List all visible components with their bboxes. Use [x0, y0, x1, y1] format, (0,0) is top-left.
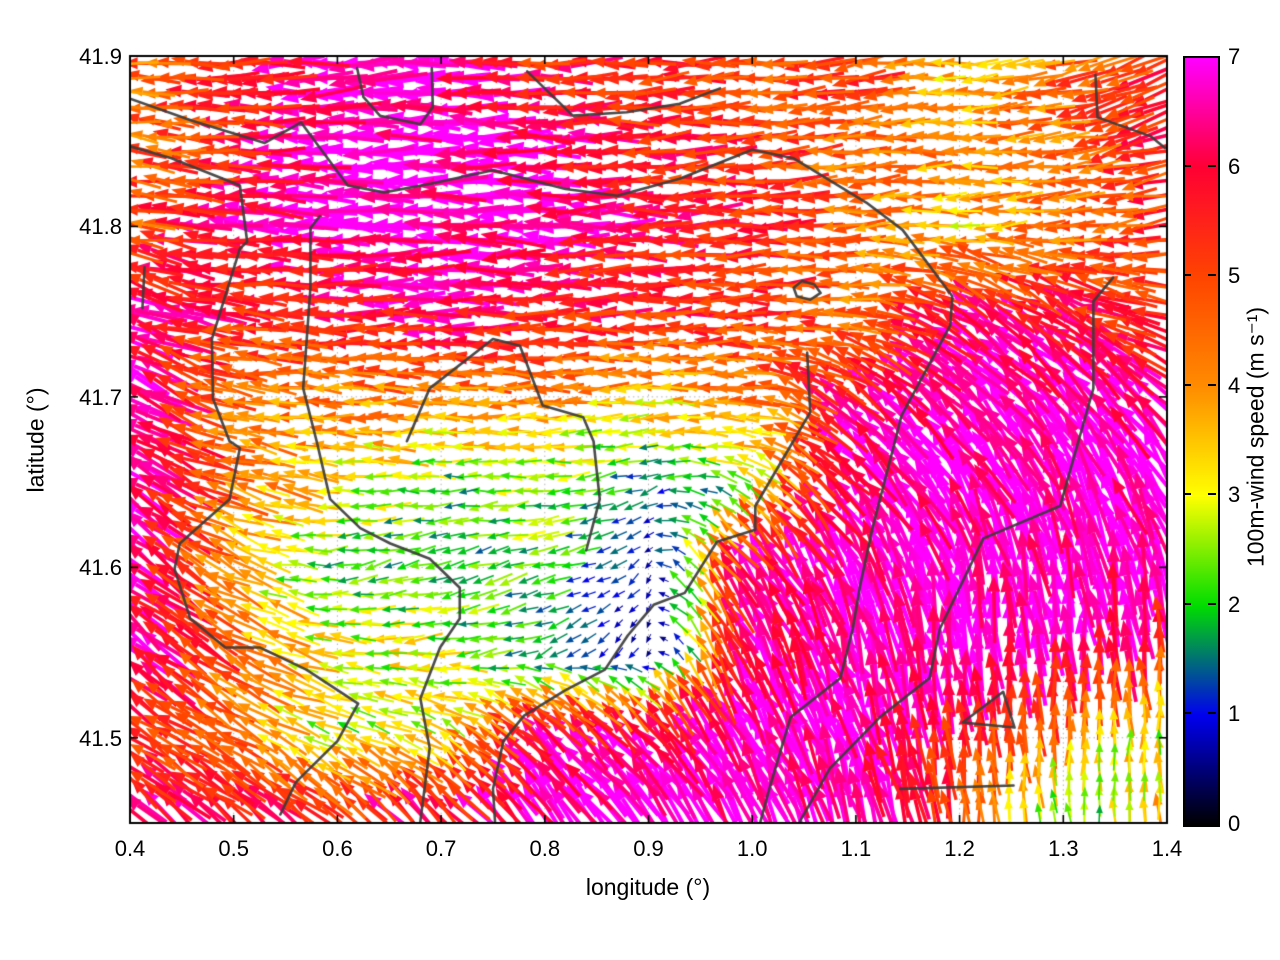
- colorbar-tick-mark: [1183, 602, 1191, 605]
- colorbar-label: 100m-wind speed (m s⁻¹): [1242, 306, 1269, 568]
- x-tick-label: 0.6: [322, 836, 353, 861]
- x-axis-title: longitude (°): [585, 874, 711, 900]
- y-tick-label: 41.9: [79, 44, 122, 69]
- colorbar-tick-mark: [1208, 383, 1216, 386]
- colorbar-tick-mark: [1183, 493, 1191, 496]
- colorbar: [1183, 56, 1220, 827]
- colorbar-tick-label: 1: [1228, 701, 1241, 727]
- x-tick-label: 0.7: [425, 836, 457, 861]
- colorbar-tick-mark: [1183, 712, 1191, 715]
- x-tick-label: 1.2: [944, 836, 975, 861]
- x-tick-label: 0.9: [633, 836, 664, 861]
- y-tick-label: 41.7: [79, 384, 122, 410]
- y-tick-label: 41.8: [79, 214, 122, 240]
- colorbar-tick-label: 3: [1228, 482, 1241, 508]
- colorbar-tick-mark: [1183, 383, 1191, 386]
- colorbar-tick-label: 5: [1228, 263, 1241, 289]
- x-tick-label: 0.5: [218, 836, 249, 861]
- colorbar-tick-label: 4: [1228, 372, 1241, 398]
- x-tick-label: 1.0: [736, 836, 768, 861]
- colorbar-tick-label: 6: [1228, 153, 1241, 179]
- x-tick-label: 0.8: [529, 836, 561, 861]
- colorbar-tick-label: 0: [1228, 811, 1241, 836]
- x-tick-label: 1.4: [1151, 836, 1183, 861]
- colorbar-tick-mark: [1208, 164, 1216, 167]
- x-tick-label: 0.4: [114, 836, 146, 861]
- colorbar-tick-label: 7: [1228, 44, 1241, 69]
- colorbar-tick-label: 2: [1228, 591, 1241, 617]
- colorbar-tick-mark: [1208, 493, 1216, 496]
- colorbar-tick-mark: [1208, 712, 1216, 715]
- colorbar-tick-mark: [1183, 274, 1191, 277]
- x-tick-label: 1.1: [840, 836, 872, 861]
- colorbar-tick-mark: [1208, 274, 1216, 277]
- y-tick-label: 41.5: [79, 725, 122, 751]
- colorbar-tick-mark: [1183, 164, 1191, 167]
- y-tick-label: 41.6: [79, 555, 122, 581]
- colorbar-tick-mark: [1208, 602, 1216, 605]
- x-tick-label: 1.3: [1048, 836, 1079, 861]
